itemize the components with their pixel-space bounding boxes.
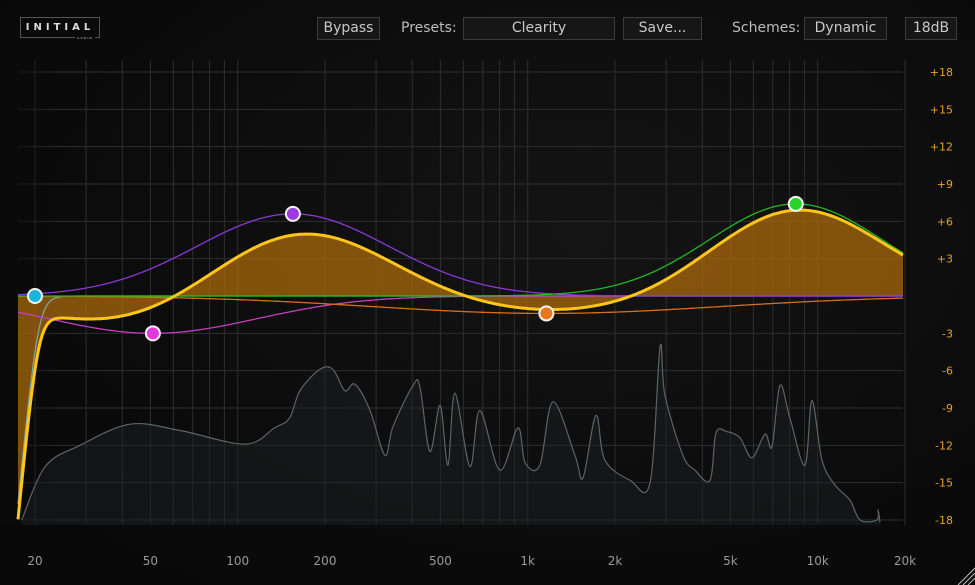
band-node-3[interactable] bbox=[284, 205, 301, 222]
band-node-5[interactable] bbox=[787, 195, 804, 212]
freq-tick-label: 20 bbox=[27, 554, 42, 568]
band-node-4[interactable] bbox=[538, 305, 555, 322]
response-fill bbox=[18, 210, 903, 520]
bypass-button[interactable]: Bypass bbox=[317, 17, 380, 40]
db-tick-label: +18 bbox=[930, 66, 953, 79]
db-tick-label: -9 bbox=[942, 402, 953, 415]
freq-tick-label: 2k bbox=[608, 554, 623, 568]
freq-tick-label: 50 bbox=[143, 554, 158, 568]
toolbar: INITIAL AUDIO Bypass Presets: Clearity Sa… bbox=[0, 0, 975, 56]
freq-tick-label: 200 bbox=[314, 554, 337, 568]
band-curve-bell bbox=[18, 295, 904, 315]
band-node-2[interactable] bbox=[144, 325, 161, 342]
db-tick-label: -15 bbox=[935, 477, 953, 490]
freq-tick-label: 10k bbox=[807, 554, 829, 568]
db-tick-label: +15 bbox=[930, 103, 953, 116]
total-response-curve bbox=[16, 208, 904, 520]
db-tick-label: -12 bbox=[935, 439, 953, 452]
band-nodes bbox=[27, 195, 804, 342]
freq-tick-label: 20k bbox=[894, 554, 916, 568]
db-tick-label: +12 bbox=[930, 141, 953, 154]
schemes-label: Schemes: bbox=[732, 20, 801, 36]
spectrum-line bbox=[21, 343, 881, 523]
db-tick-label: +6 bbox=[937, 215, 953, 228]
frequency-axis: 20 50 100 200 500 1k 2k 5k 10k 20k bbox=[27, 554, 916, 568]
resize-grip-icon[interactable] bbox=[957, 567, 975, 585]
band-node-1[interactable] bbox=[27, 288, 43, 304]
freq-tick-label: 500 bbox=[429, 554, 452, 568]
response-fill-area bbox=[18, 210, 903, 520]
db-axis: +18 +15 +12 +9 +6 +3 -3 -6 -9 -12 -15 -18 bbox=[930, 66, 953, 527]
db-tick-label: -6 bbox=[942, 365, 953, 378]
db-tick-label: +9 bbox=[937, 178, 953, 191]
total-response bbox=[16, 208, 904, 520]
band-curves bbox=[17, 203, 904, 505]
db-tick-label: -3 bbox=[942, 327, 953, 340]
freq-tick-label: 100 bbox=[226, 554, 249, 568]
band-curve-bell bbox=[18, 203, 904, 297]
save-preset-button[interactable]: Save... bbox=[623, 17, 702, 40]
initial-audio-logo: INITIAL AUDIO bbox=[20, 17, 100, 41]
freq-tick-label: 5k bbox=[723, 554, 738, 568]
preset-selector[interactable]: Clearity bbox=[463, 17, 615, 40]
scheme-selector[interactable]: Dynamic bbox=[804, 17, 887, 40]
range-selector[interactable]: 18dB bbox=[905, 17, 957, 40]
freq-tick-label: 1k bbox=[520, 554, 535, 568]
spectrum-analyzer bbox=[21, 343, 881, 525]
presets-label: Presets: bbox=[401, 20, 457, 36]
band-curve-bell bbox=[17, 213, 903, 297]
db-tick-label: +3 bbox=[937, 253, 953, 266]
db-tick-label: -18 bbox=[935, 514, 953, 527]
